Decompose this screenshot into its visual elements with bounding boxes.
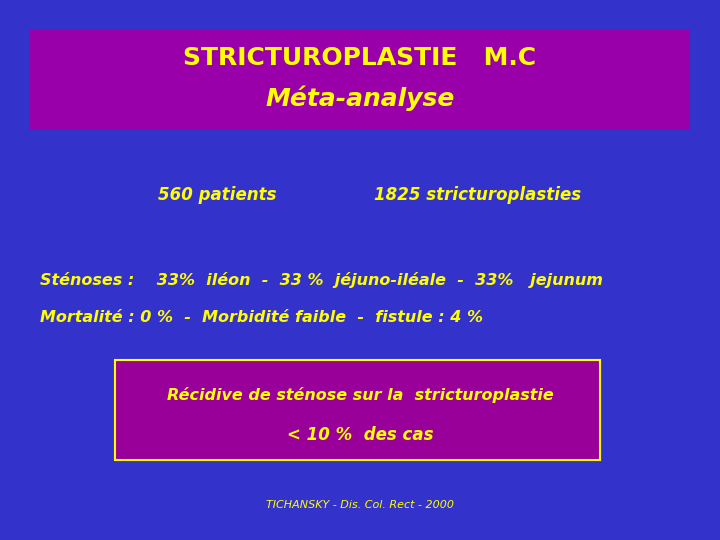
FancyBboxPatch shape: [30, 30, 690, 130]
FancyBboxPatch shape: [115, 360, 600, 460]
Text: Mortalité : 0 %  -  Morbidité faible  -  fistule : 4 %: Mortalité : 0 % - Morbidité faible - fis…: [40, 310, 482, 326]
Text: Récidive de sténose sur la  stricturoplastie: Récidive de sténose sur la stricturoplas…: [166, 387, 554, 403]
Text: Sténoses :    33%  iléon  -  33 %  jéjuno-iléale  -  33%   jejunum: Sténoses : 33% iléon - 33 % jéjuno-iléal…: [40, 272, 603, 288]
Text: TICHANSKY - Dis. Col. Rect - 2000: TICHANSKY - Dis. Col. Rect - 2000: [266, 500, 454, 510]
Text: < 10 %  des cas: < 10 % des cas: [287, 426, 433, 444]
Text: 1825 stricturoplasties: 1825 stricturoplasties: [374, 186, 582, 204]
Text: 560 patients: 560 patients: [158, 186, 277, 204]
Text: Méta-analyse: Méta-analyse: [265, 85, 455, 111]
Text: STRICTUROPLASTIE   M.C: STRICTUROPLASTIE M.C: [184, 46, 536, 70]
